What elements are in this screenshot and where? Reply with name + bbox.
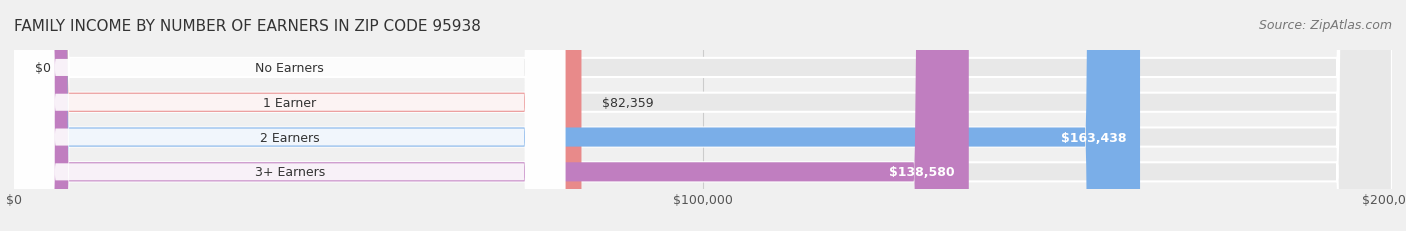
FancyBboxPatch shape	[14, 0, 565, 231]
Text: FAMILY INCOME BY NUMBER OF EARNERS IN ZIP CODE 95938: FAMILY INCOME BY NUMBER OF EARNERS IN ZI…	[14, 18, 481, 33]
Text: 3+ Earners: 3+ Earners	[254, 166, 325, 179]
FancyBboxPatch shape	[14, 0, 1392, 231]
FancyBboxPatch shape	[14, 0, 1392, 231]
Text: 1 Earner: 1 Earner	[263, 96, 316, 109]
FancyBboxPatch shape	[14, 0, 969, 231]
FancyBboxPatch shape	[14, 0, 582, 231]
Text: $163,438: $163,438	[1060, 131, 1126, 144]
FancyBboxPatch shape	[14, 0, 565, 231]
FancyBboxPatch shape	[14, 0, 1392, 231]
Text: 2 Earners: 2 Earners	[260, 131, 319, 144]
FancyBboxPatch shape	[14, 0, 1392, 231]
Text: Source: ZipAtlas.com: Source: ZipAtlas.com	[1258, 18, 1392, 31]
Text: $82,359: $82,359	[602, 96, 654, 109]
Text: No Earners: No Earners	[256, 62, 323, 75]
Text: $138,580: $138,580	[890, 166, 955, 179]
FancyBboxPatch shape	[14, 0, 1140, 231]
FancyBboxPatch shape	[14, 0, 565, 231]
Text: $0: $0	[35, 62, 51, 75]
FancyBboxPatch shape	[14, 0, 565, 231]
